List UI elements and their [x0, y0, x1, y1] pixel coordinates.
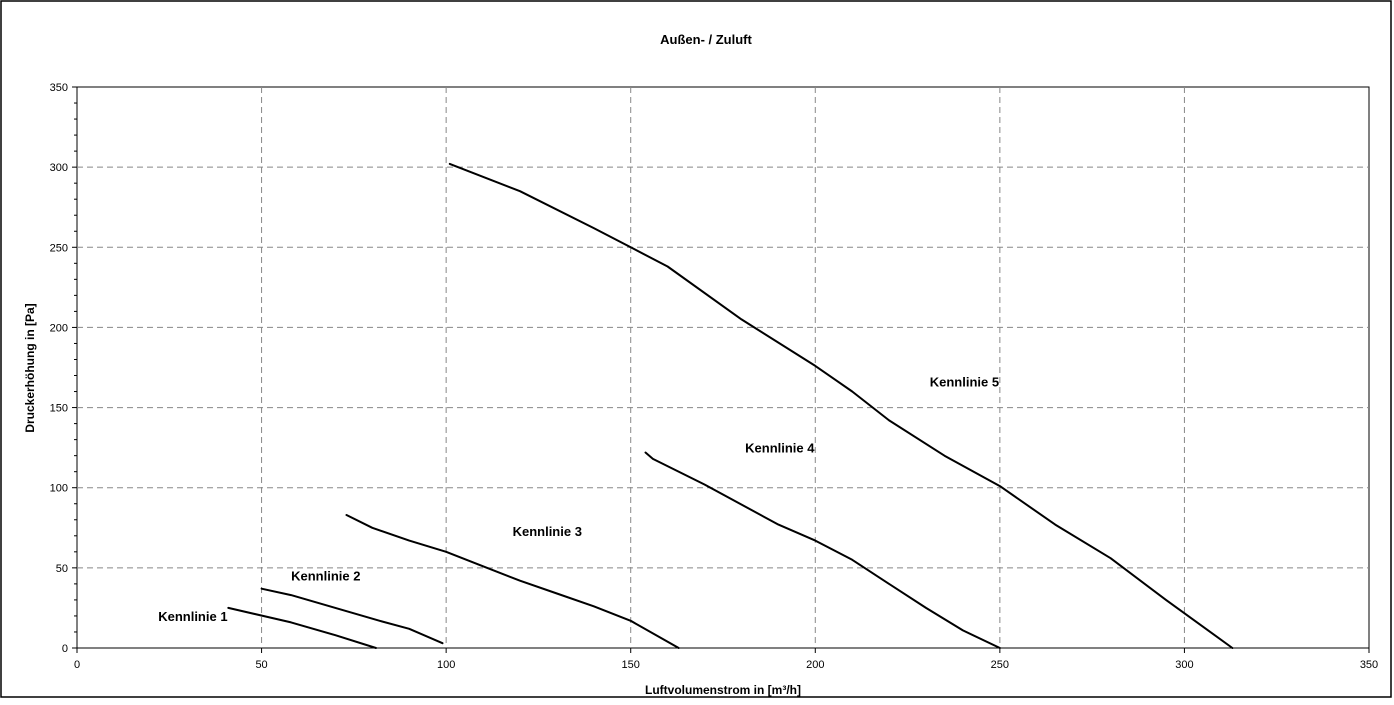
plot-area-border [76, 86, 1370, 649]
y-tick-label: 300 [50, 162, 68, 174]
curves [227, 162, 1234, 649]
series-label-4: Kennlinie 4 [745, 440, 815, 455]
series-line-5 [448, 162, 1234, 649]
y-tick-label: 250 [50, 242, 68, 254]
y-tick-label: 50 [56, 563, 68, 575]
x-tick-label: 150 [622, 659, 640, 671]
y-axis-label: Druckerhöhung in [Pa] [23, 303, 37, 432]
ticks: 0 50 100 150 200 250 300 350 0 50 100 150 200 250 300 3… [50, 82, 1379, 671]
x-tick-label: 0 [74, 659, 80, 671]
y-tick-label: 0 [62, 643, 68, 655]
x-tick-label: 200 [806, 659, 824, 671]
x-tick-label: 350 [1360, 659, 1378, 671]
y-tick-label: 200 [50, 322, 68, 334]
x-tick-label: 50 [255, 659, 267, 671]
curve-labels: Kennlinie 1 Kennlinie 2 Kennlinie 3 Kennlin… [158, 375, 999, 624]
y-tick-label: 100 [50, 483, 68, 495]
series-line-2 [260, 587, 444, 645]
series-line-1 [227, 606, 377, 649]
series-label-1: Kennlinie 1 [158, 609, 227, 624]
chart-title: Außen- / Zuluft [660, 32, 752, 47]
y-tick-label: 350 [50, 82, 68, 94]
series-label-3: Kennlinie 3 [513, 524, 582, 539]
series-label-5: Kennlinie 5 [930, 375, 999, 390]
series-label-2: Kennlinie 2 [291, 569, 360, 584]
grid [77, 87, 1369, 648]
x-tick-label: 100 [437, 659, 455, 671]
x-tick-label: 250 [991, 659, 1009, 671]
y-tick-label: 150 [50, 403, 68, 415]
x-tick-label: 300 [1175, 659, 1193, 671]
series-line-4 [644, 451, 1001, 649]
series-line-3 [345, 514, 680, 649]
x-axis-label: Luftvolumenstrom in [m³/h] [645, 683, 801, 697]
